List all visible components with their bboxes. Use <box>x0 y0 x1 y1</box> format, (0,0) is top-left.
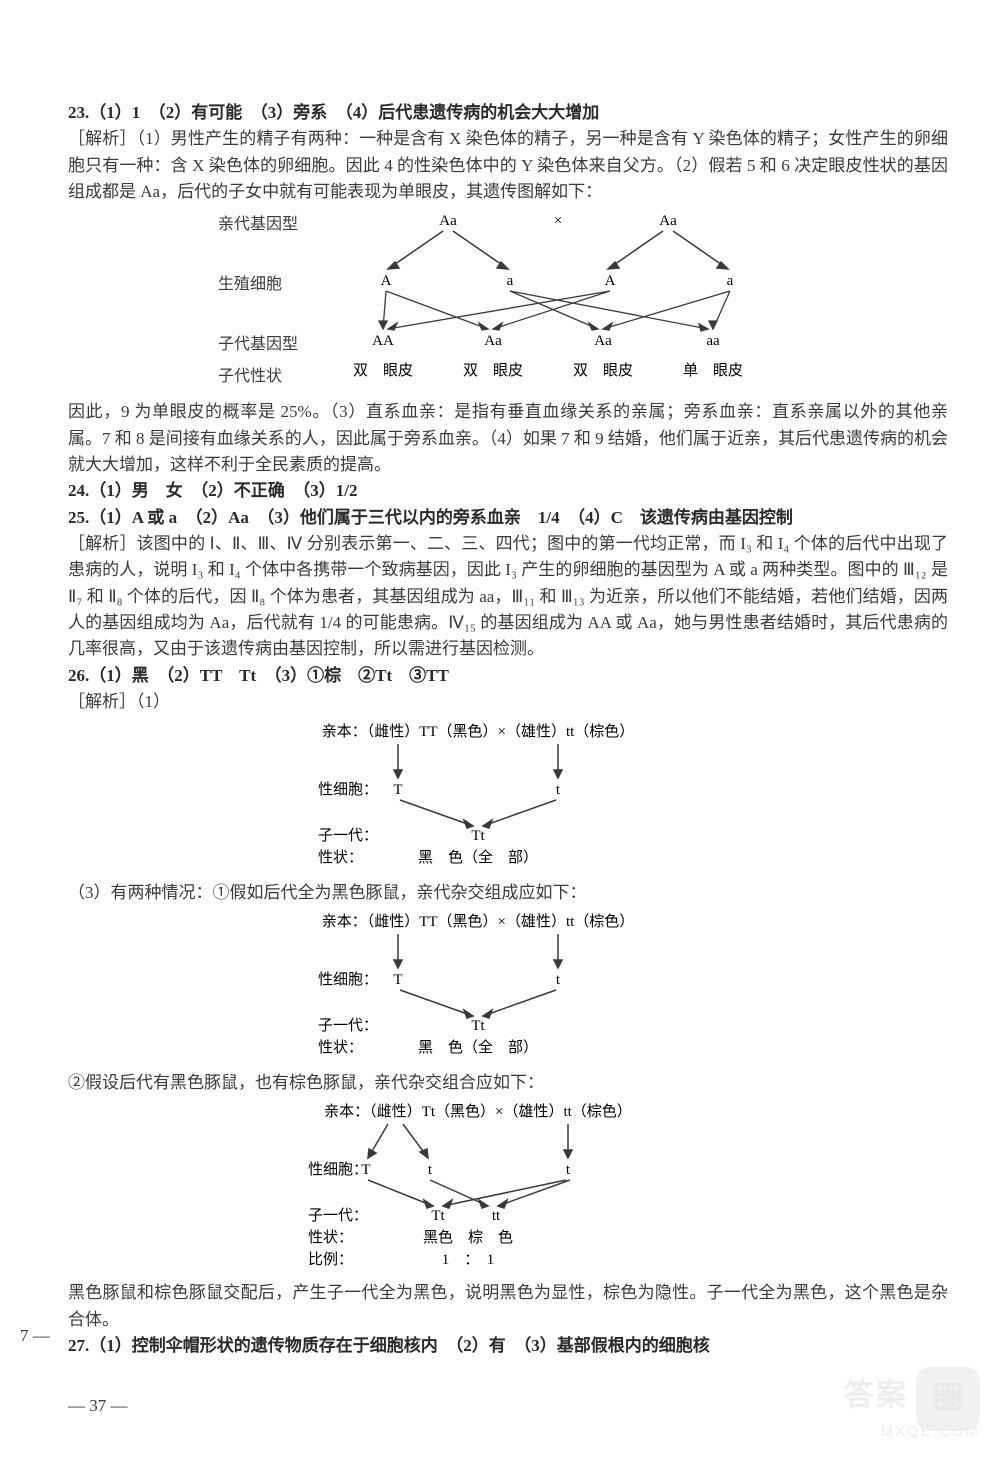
label-gamete: 生殖细胞 <box>218 273 282 298</box>
label-off-genotype: 子代基因型 <box>218 333 298 358</box>
svg-text:亲本：（雌性）TT（黑色）×（雄性）tt（棕色）: 亲本：（雌性）TT（黑色）×（雄性）tt（棕色） <box>322 723 635 740</box>
q23-explain-2: 因此，9 为单眼皮的概率是 25%。（3）直系血亲：是指有垂直血缘关系的亲属；旁… <box>68 399 948 478</box>
svg-text:子一代：: 子一代： <box>318 827 378 844</box>
svg-text:a: a <box>507 273 514 289</box>
svg-text:亲本：（雌性）TT（黑色）×（雄性）tt（棕色）: 亲本：（雌性）TT（黑色）×（雄性）tt（棕色） <box>322 913 635 930</box>
svg-text:比例：: 比例： <box>308 1251 353 1268</box>
svg-text:性状：: 性状： <box>308 1229 353 1246</box>
svg-text:性细胞：: 性细胞： <box>308 1161 368 1178</box>
svg-text:A: A <box>381 273 392 289</box>
svg-text:Aa: Aa <box>594 333 612 349</box>
svg-text:性状：: 性状： <box>318 1039 363 1056</box>
svg-text:双 眼皮: 双 眼皮 <box>573 362 633 379</box>
q27-answer: 27.（1）控制伞帽形状的遗传物质存在于细胞核内 （2）有 （3）基部假根内的细… <box>68 1333 948 1359</box>
svg-text:t: t <box>566 1162 571 1178</box>
svg-text:t: t <box>428 1162 433 1178</box>
q26-cross-b: 亲本：（雌性）TT（黑色）×（雄性）tt（棕色） 性细胞： T t 子一代： T… <box>68 912 948 1062</box>
svg-text:性细胞：: 性细胞： <box>318 971 378 988</box>
svg-text:A: A <box>605 273 616 289</box>
svg-text:Tt: Tt <box>431 1208 445 1224</box>
q26-conclusion: 黑色豚鼠和棕色豚鼠交配后，产生子一代全为黑色，说明黑色为显性，棕色为隐性。子一代… <box>68 1280 948 1333</box>
q23-explain-1: ［解析］（1）男性产生的精子有两种：一种是含有 X 染色体的精子，另一种是含有 … <box>68 126 948 205</box>
svg-text:Tt: Tt <box>471 1018 485 1034</box>
svg-text:tt: tt <box>492 1208 501 1224</box>
q26-line3: （3）有两种情况：①假如后代全为黑色豚鼠，亲代杂交组成应如下： <box>68 880 948 906</box>
watermark-url: MXQE.COM <box>881 1420 980 1443</box>
q25-explain: ［解析］该图中的 Ⅰ、Ⅱ、Ⅲ、Ⅳ 分别表示第一、二、三、四代；图中的第一代均正常… <box>68 531 948 663</box>
q26-answer: 26.（1）黑 （2）TT Tt （3）①棕 ②Tt ③TT <box>68 663 948 689</box>
parent-cross: × <box>554 213 562 229</box>
svg-text:双 眼皮: 双 眼皮 <box>463 362 523 379</box>
svg-text:t: t <box>556 782 561 798</box>
q26-cross-a: 亲本：（雌性）TT（黑色）×（雄性）tt（棕色） 性细胞： T t 子一代： T… <box>68 722 948 872</box>
q23-answer: 23.（1）1 （2）有可能 （3）旁系 （4）后代患遗传病的机会大大增加 <box>68 100 948 126</box>
svg-text:T: T <box>393 972 402 988</box>
svg-text:t: t <box>556 972 561 988</box>
svg-text:子一代：: 子一代： <box>318 1017 378 1034</box>
label-parent-genotype: 亲代基因型 <box>218 213 298 238</box>
q26-explain-head: ［解析］（1） <box>68 689 948 715</box>
q23-punnett-figure: 亲代基因型 生殖细胞 子代基因型 子代性状 Aa × Aa A a A a <box>68 211 948 391</box>
label-off-trait: 子代性状 <box>218 365 282 390</box>
corner-number: 7 — <box>20 1323 50 1349</box>
svg-text:Tt: Tt <box>471 828 485 844</box>
svg-text:子一代：: 子一代： <box>308 1207 368 1224</box>
q25-answer: 25.（1）A 或 a （2）Aa （3）他们属于三代以内的旁系血亲 1/4 （… <box>68 505 948 531</box>
parent-male: Aa <box>659 213 677 229</box>
svg-text:a: a <box>727 273 734 289</box>
punnett-svg: Aa × Aa A a A a AA Aa Aa aa <box>328 211 888 391</box>
svg-text:T: T <box>393 782 402 798</box>
svg-text:单 眼皮: 单 眼皮 <box>683 362 743 379</box>
svg-text:Aa: Aa <box>484 333 502 349</box>
svg-text:黑 色（全 部）: 黑 色（全 部） <box>418 1038 538 1056</box>
svg-text:AA: AA <box>372 333 394 349</box>
svg-text:性细胞：: 性细胞： <box>318 781 378 798</box>
q24-answer: 24.（1）男 女 （2）不正确 （3）1/2 <box>68 478 948 504</box>
q26-line4: ②假设后代有黑色豚鼠，也有棕色豚鼠，亲代杂交组合应如下： <box>68 1070 948 1096</box>
svg-text:性状：: 性状： <box>318 849 363 866</box>
parent-female: Aa <box>439 213 457 229</box>
svg-text:aa: aa <box>706 333 720 349</box>
svg-text:双 眼皮: 双 眼皮 <box>353 362 413 379</box>
svg-text:黑 色（全 部）: 黑 色（全 部） <box>418 848 538 866</box>
svg-text:T: T <box>361 1162 370 1178</box>
svg-text:黑色 棕 色: 黑色 棕 色 <box>423 1229 513 1246</box>
svg-text:亲本：（雌性）Tt（黑色）×（雄性）tt（棕色）: 亲本：（雌性）Tt（黑色）×（雄性）tt（棕色） <box>324 1103 632 1120</box>
q26-cross-c: 亲本：（雌性）Tt（黑色）×（雄性）tt（棕色） 性细胞： T t t 子一代：… <box>68 1102 948 1272</box>
svg-text:1 ： 1: 1 ： 1 <box>442 1252 495 1268</box>
page-number: — 37 — <box>68 1393 128 1419</box>
